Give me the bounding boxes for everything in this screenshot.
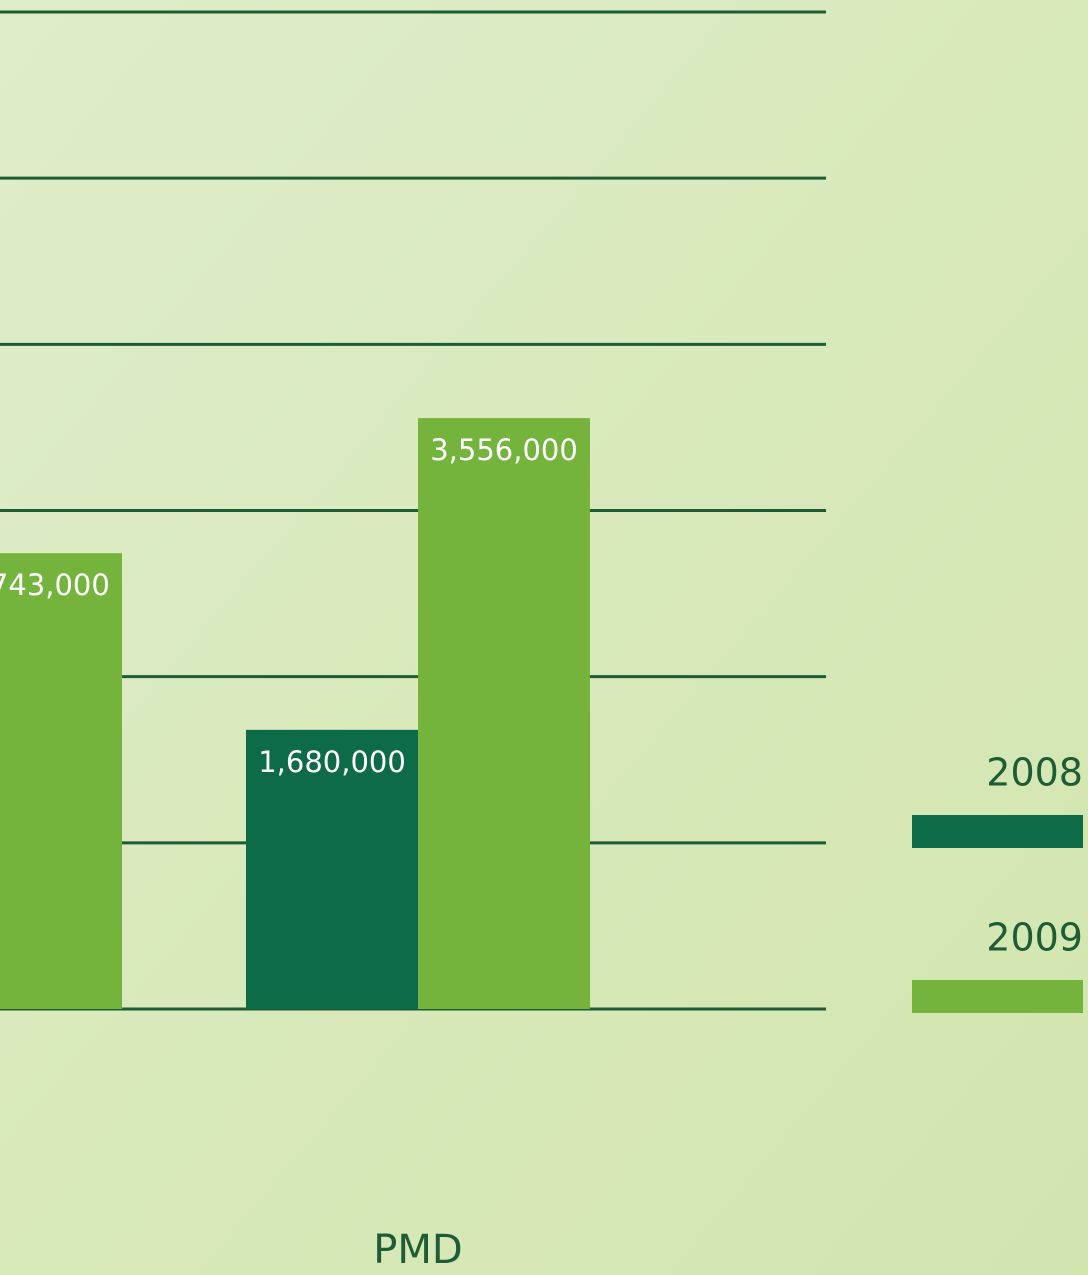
legend-swatch [912, 815, 1083, 848]
value-label: 2,743,000 [0, 568, 110, 602]
legend-swatch [912, 980, 1083, 1013]
bar [0, 553, 122, 1009]
legend-label: 2008 [986, 751, 1083, 795]
x-tick-label: PMD [373, 1227, 462, 1273]
value-label: 3,556,000 [430, 433, 578, 467]
value-label: 1,680,000 [258, 745, 406, 779]
legend-label: 2009 [986, 916, 1083, 960]
bar [418, 418, 590, 1009]
bar [246, 729, 418, 1009]
